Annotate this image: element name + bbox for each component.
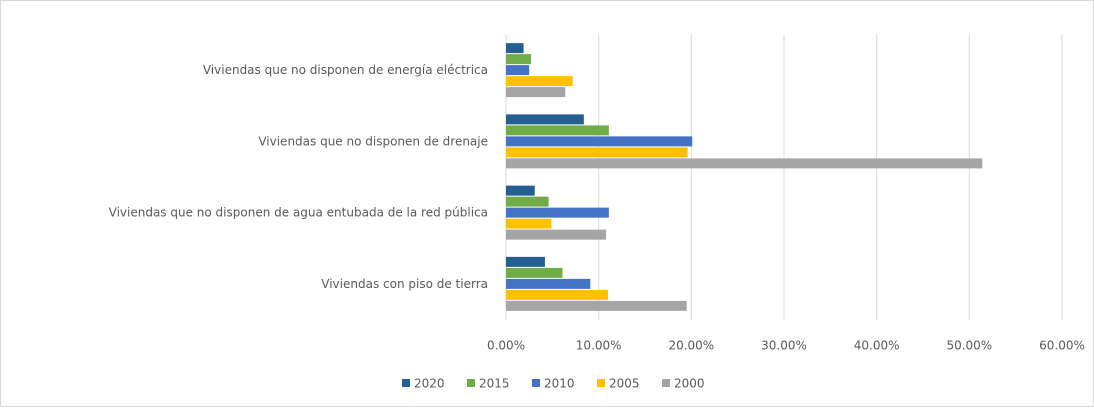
bar <box>506 43 524 54</box>
legend-label: 2010 <box>544 377 575 391</box>
legend-swatch <box>467 379 475 387</box>
bar <box>506 136 693 147</box>
bar <box>506 256 545 267</box>
bar <box>506 76 573 87</box>
legend-swatch <box>662 379 670 387</box>
x-tick-label: 40.00% <box>854 339 900 353</box>
y-tick-label: Viviendas que no disponen de agua entuba… <box>109 206 488 220</box>
bar <box>506 207 609 218</box>
bar <box>506 289 608 300</box>
bar <box>506 278 591 289</box>
bar <box>506 125 609 136</box>
bar <box>506 114 584 125</box>
bar <box>506 300 687 311</box>
bar <box>506 196 549 207</box>
x-tick-label: 0.00% <box>487 339 525 353</box>
x-tick-label: 30.00% <box>761 339 807 353</box>
bar <box>506 218 552 229</box>
x-tick-label: 10.00% <box>576 339 622 353</box>
bar <box>506 87 566 98</box>
bar <box>506 65 530 76</box>
bar <box>506 54 532 65</box>
bar <box>506 147 688 158</box>
bar <box>506 185 535 196</box>
legend-label: 2000 <box>674 377 705 391</box>
legend-label: 2020 <box>414 377 445 391</box>
bar <box>506 229 607 240</box>
bar <box>506 267 563 278</box>
x-tick-label: 20.00% <box>668 339 714 353</box>
legend-label: 2005 <box>609 377 640 391</box>
legend-swatch <box>402 379 410 387</box>
x-tick-label: 60.00% <box>1039 339 1085 353</box>
y-tick-label: Viviendas con piso de tierra <box>321 277 488 291</box>
x-tick-label: 50.00% <box>946 339 992 353</box>
bar <box>506 158 983 169</box>
y-tick-label: Viviendas que no disponen de drenaje <box>258 134 488 148</box>
legend-swatch <box>597 379 605 387</box>
y-tick-label: Viviendas que no disponen de energía elé… <box>203 63 488 77</box>
legend-label: 2015 <box>479 377 510 391</box>
legend-swatch <box>532 379 540 387</box>
